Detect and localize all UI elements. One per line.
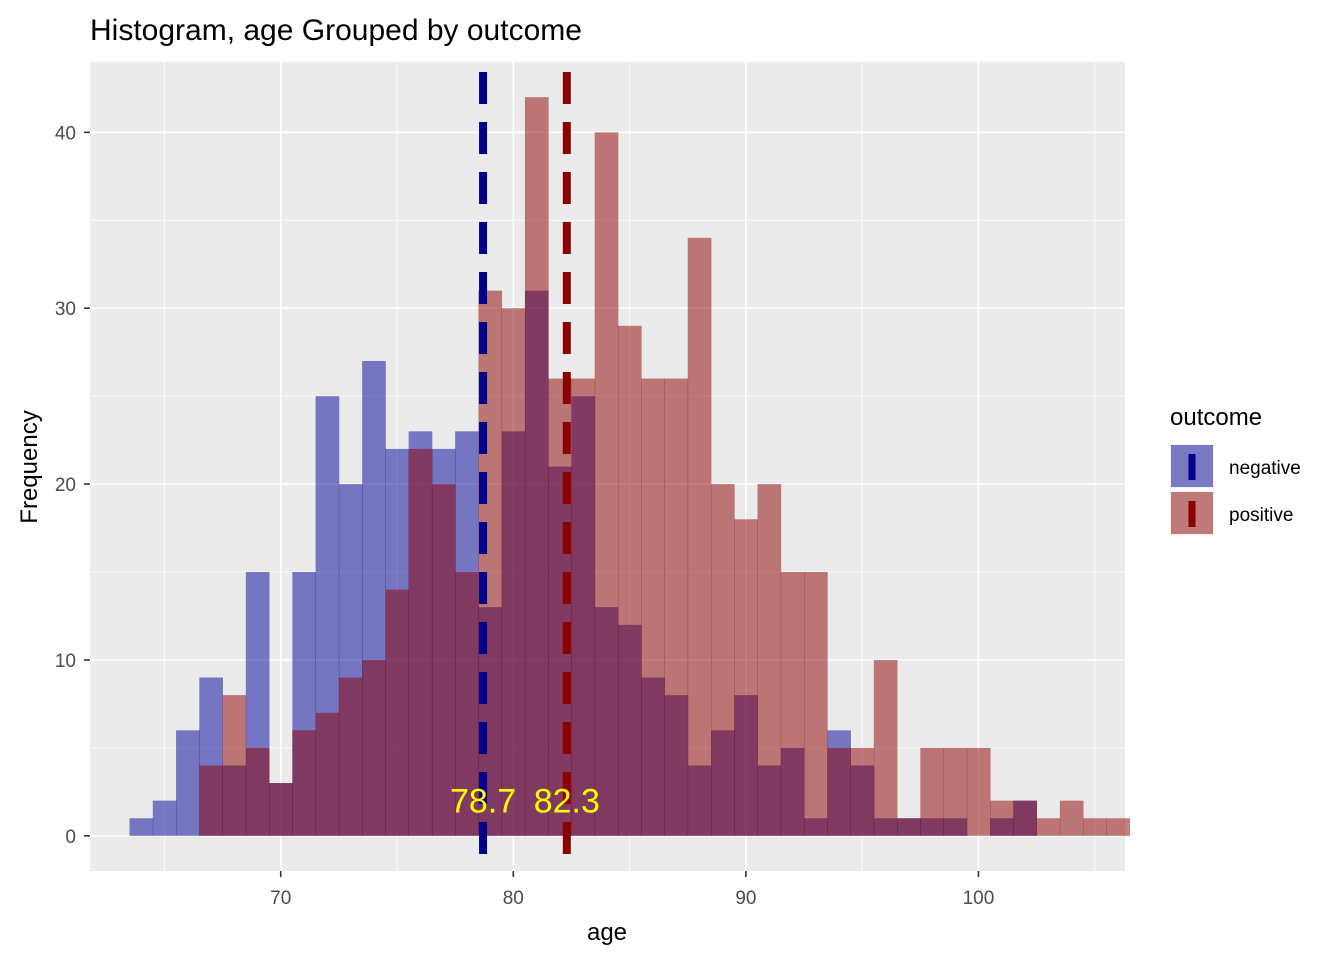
bar-positive: [664, 378, 689, 836]
bar-positive: [617, 325, 642, 836]
bar-positive: [269, 783, 293, 836]
bar-positive: [1059, 800, 1084, 836]
x-tick-label: 70: [270, 888, 291, 909]
bar-positive: [594, 132, 619, 836]
legend: outcome negative positive: [1170, 404, 1301, 535]
mean-lines-layer: [479, 72, 571, 871]
bar-positive: [687, 237, 712, 836]
bar-positive: [827, 747, 851, 836]
legend-label-positive: positive: [1229, 505, 1293, 526]
legend-key-positive: [1170, 491, 1214, 535]
bar-negative: [176, 730, 200, 836]
bar-negative: [152, 800, 177, 836]
bar-positive: [757, 484, 782, 836]
bar-positive: [245, 747, 270, 836]
bar-positive: [873, 659, 898, 836]
bar-positive: [804, 572, 828, 836]
bar-positive: [385, 589, 410, 836]
x-axis: 70 80 90 100: [270, 871, 994, 909]
bar-positive: [943, 747, 968, 836]
bar-positive: [408, 448, 433, 836]
bar-positive: [1083, 818, 1107, 836]
bar-positive: [734, 519, 758, 836]
y-tick-label: 40: [55, 123, 76, 144]
y-axis-title: Frequency: [16, 410, 43, 523]
bar-positive: [966, 747, 991, 836]
mean-labels-layer: 78.7 82.3: [450, 783, 600, 821]
bar-positive: [199, 765, 223, 836]
bar-positive: [524, 97, 549, 836]
y-axis: 0 10 20 30 40: [55, 123, 90, 848]
x-tick-label: 100: [963, 888, 995, 909]
bar-positive: [990, 800, 1014, 836]
bar-positive: [571, 378, 596, 836]
bars-layer: [129, 97, 1131, 836]
legend-title: outcome: [1170, 404, 1262, 431]
mean-label-negative: 78.7: [450, 783, 516, 821]
x-tick-label: 80: [503, 888, 524, 909]
bar-positive: [315, 712, 340, 836]
y-tick-label: 0: [65, 827, 76, 848]
bar-positive: [292, 730, 317, 836]
series-positive: [199, 97, 1131, 836]
y-tick-label: 30: [55, 299, 76, 320]
bar-positive: [222, 695, 247, 836]
bar-positive: [711, 484, 735, 836]
bar-positive: [1036, 818, 1061, 836]
legend-label-negative: negative: [1229, 458, 1301, 479]
y-tick-label: 20: [55, 475, 76, 496]
chart-title: Histogram, age Grouped by outcome: [90, 14, 582, 47]
bar-positive: [1106, 818, 1131, 836]
bar-positive: [362, 659, 386, 836]
bar-positive: [338, 677, 363, 836]
bar-positive: [501, 308, 526, 836]
bar-positive: [780, 572, 805, 836]
y-tick-label: 10: [55, 651, 76, 672]
bar-positive: [641, 378, 665, 836]
x-axis-title: age: [587, 919, 627, 946]
bar-positive: [920, 747, 944, 836]
x-tick-label: 90: [735, 888, 756, 909]
legend-key-negative: [1170, 444, 1214, 488]
bar-positive: [431, 484, 456, 836]
bar-negative: [129, 818, 154, 836]
bar-positive: [897, 818, 921, 836]
bar-positive: [850, 747, 875, 836]
mean-label-positive: 82.3: [534, 783, 600, 821]
bar-positive: [455, 572, 479, 836]
bar-positive: [1013, 800, 1038, 836]
